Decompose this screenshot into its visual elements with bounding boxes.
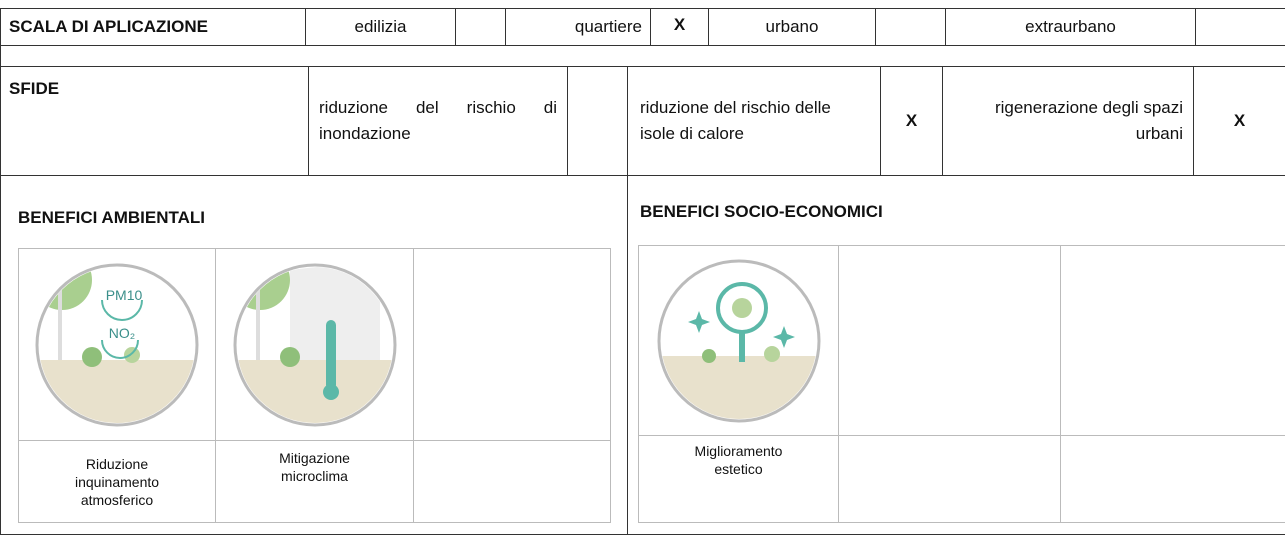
- mark-cell: X: [880, 66, 943, 176]
- option: rigenerazione degli spazi urbani: [942, 66, 1194, 176]
- option: quartiere: [505, 8, 651, 46]
- benefit-label: Mitigazione microclima: [215, 440, 414, 523]
- mark-cell: [455, 8, 506, 46]
- mark-cell: [567, 66, 628, 176]
- section-title: BENEFICI AMBIENTALI: [18, 208, 205, 227]
- icon: [657, 259, 820, 422]
- icon-text: NO₂: [109, 325, 135, 341]
- benefit-label: [838, 435, 1061, 523]
- benefit-label: [1060, 435, 1285, 523]
- icon-cell: [215, 248, 414, 441]
- icon-cell: [413, 248, 611, 441]
- icon-cell: [1060, 245, 1285, 436]
- icon: PM10 NO₂: [35, 263, 199, 426]
- mark-cell: [1195, 8, 1285, 46]
- option: riduzione del rischio delle isole di cal…: [627, 66, 881, 176]
- benefit-label: Miglioramento estetico: [638, 435, 839, 523]
- option: edilizia: [305, 8, 456, 46]
- mark-cell: X: [1193, 66, 1285, 176]
- sfide-label: SFIDE: [0, 66, 309, 176]
- icon-cell: [838, 245, 1061, 436]
- section-title: BENEFICI SOCIO-ECONOMICI: [640, 202, 883, 221]
- benefit-label: [413, 440, 611, 523]
- icon: [233, 263, 396, 426]
- mark-cell: X: [650, 8, 709, 46]
- scala-label: SCALA DI APLICAZIONE: [0, 8, 306, 46]
- spacer: [0, 45, 1285, 67]
- option: urbano: [708, 8, 876, 46]
- mark-cell: [875, 8, 946, 46]
- option: riduzione del rischio di inondazione: [308, 66, 568, 176]
- icon-text: PM10: [106, 287, 143, 303]
- option: extraurbano: [945, 8, 1196, 46]
- icon-cell: [638, 245, 839, 436]
- benefit-label: Riduzione inquinamento atmosferico: [18, 440, 216, 523]
- icon-cell: PM10 NO₂: [18, 248, 216, 441]
